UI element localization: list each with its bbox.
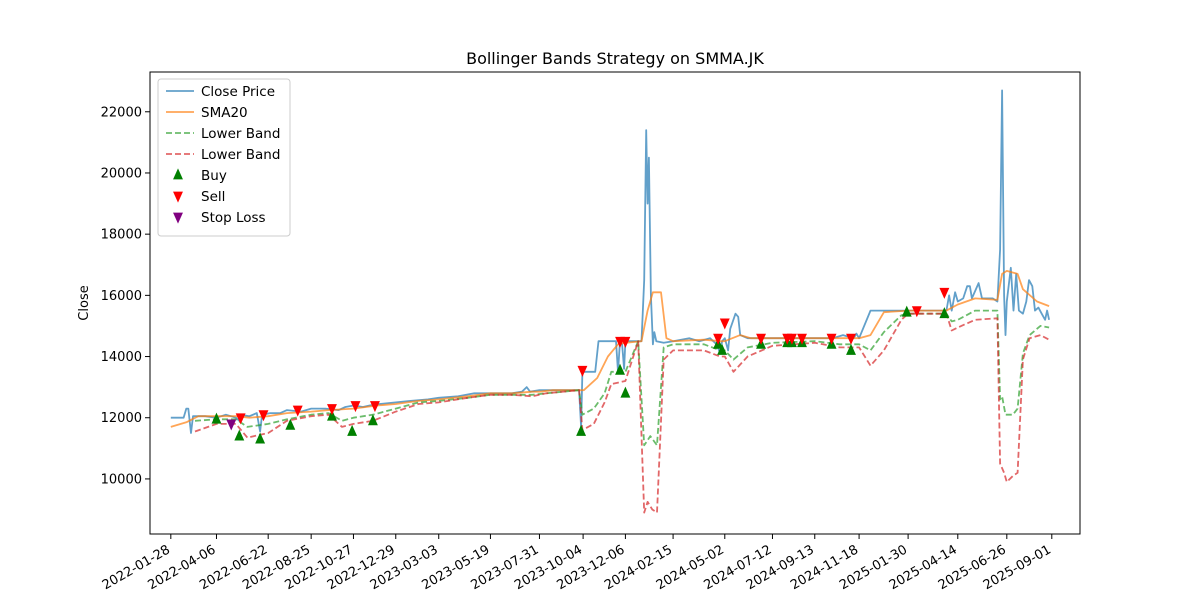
marker-stop-loss-0: [226, 419, 237, 431]
marker-layer: [211, 287, 950, 444]
plot-area-frame: [149, 71, 1081, 535]
legend-swatch-buy-4: [173, 168, 183, 180]
marker-sell-9: [713, 333, 724, 345]
marker-sell-2: [292, 405, 303, 417]
marker-sell-18: [939, 287, 950, 299]
legend-label-close-price-0: Close Price: [201, 84, 275, 100]
marker-buy-7: [576, 424, 587, 436]
marker-buy-3: [285, 418, 296, 430]
y-tick-label-2: 14000: [101, 350, 142, 365]
y-tick-label-5: 20000: [101, 166, 142, 181]
y-axis-label: Close: [77, 285, 92, 320]
legend-label-sma20-1: SMA20: [201, 105, 248, 121]
y-tick-label-0: 10000: [101, 472, 142, 487]
series-line-3: [194, 312, 1050, 514]
marker-buy-0: [211, 412, 222, 424]
marker-buy-9: [620, 386, 631, 398]
marker-sell-10: [719, 318, 730, 330]
chart-title: Bollinger Bands Strategy on SMMA.JK: [466, 49, 764, 68]
marker-buy-8: [615, 363, 625, 375]
legend-frame: [157, 78, 291, 237]
marker-sell-16: [846, 333, 856, 345]
series-layer: [170, 89, 1050, 514]
marker-sell-0: [235, 413, 246, 425]
marker-buy-1: [234, 429, 245, 441]
marker-sell-15: [826, 333, 837, 345]
y-tick-label-6: 22000: [101, 105, 142, 120]
marker-sell-1: [258, 410, 269, 422]
legend: Close Price SMA20 Lower Band Lower Band Buy S…: [157, 78, 291, 237]
marker-buy-2: [255, 432, 266, 444]
marker-sell-6: [577, 365, 588, 377]
marker-sell-13: [786, 333, 797, 345]
marker-sell-3: [327, 404, 337, 416]
legend-label-sell-5: Sell: [201, 189, 225, 205]
legend-swatch-stop-loss-6: [173, 212, 183, 224]
y-tick-label-3: 16000: [101, 289, 142, 304]
series-line-1: [170, 270, 1050, 428]
marker-sell-17: [911, 306, 922, 318]
legend-swatch-sell-5: [173, 191, 183, 203]
marker-sell-8: [620, 336, 631, 348]
marker-sell-14: [797, 333, 807, 345]
marker-buy-11: [717, 343, 728, 355]
marker-buy-17: [846, 343, 856, 355]
y-axis: 10000 12000 14000 16000 18000 20000 22000: [101, 105, 150, 487]
series-line-2: [194, 309, 1050, 447]
marker-buy-5: [347, 424, 358, 436]
marker-buy-19: [939, 307, 950, 319]
marker-sell-5: [369, 401, 380, 413]
marker-buy-6: [367, 414, 378, 426]
y-tick-label-1: 12000: [101, 411, 142, 426]
legend-label-lower-band-2: Lower Band: [201, 126, 280, 142]
legend-label-buy-4: Buy: [201, 168, 227, 184]
legend-label-stop-loss-6: Stop Loss: [201, 210, 266, 226]
legend-label-lower-band-3: Lower Band: [201, 147, 280, 163]
marker-sell-4: [350, 401, 361, 413]
marker-buy-18: [901, 305, 912, 317]
marker-sell-11: [756, 333, 766, 345]
y-tick-label-4: 18000: [101, 228, 142, 243]
